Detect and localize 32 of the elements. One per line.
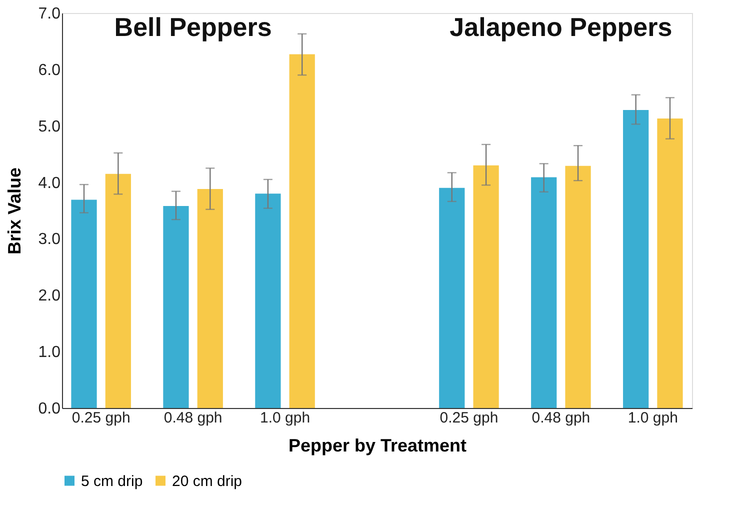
x-tick-label: 0.48 gph bbox=[164, 410, 222, 426]
y-axis-title: Brix Value bbox=[4, 167, 24, 255]
y-tick-label: 1.0 bbox=[38, 344, 61, 362]
bar bbox=[197, 189, 223, 408]
bar bbox=[657, 118, 683, 408]
y-tick-label: 6.0 bbox=[38, 62, 61, 79]
bar bbox=[623, 110, 649, 408]
bar bbox=[565, 166, 591, 408]
bar bbox=[105, 174, 131, 408]
x-tick-label: 0.25 gph bbox=[440, 410, 498, 426]
y-tick-label: 7.0 bbox=[38, 6, 61, 22]
legend-label: 20 cm drip bbox=[172, 472, 242, 490]
x-tick-label: 1.0 gph bbox=[260, 410, 310, 426]
bar bbox=[255, 194, 281, 408]
y-tick-label: 3.0 bbox=[38, 231, 61, 248]
x-tick-label: 0.25 gph bbox=[72, 410, 130, 426]
bar bbox=[289, 54, 315, 408]
bar bbox=[473, 165, 499, 408]
x-axis-title: Pepper by Treatment bbox=[288, 436, 467, 456]
y-tick-label: 2.0 bbox=[38, 288, 61, 305]
annotation: Bell Peppers bbox=[114, 12, 272, 42]
legend-label: 5 cm drip bbox=[81, 472, 143, 490]
x-tick-label: 0.48 gph bbox=[532, 410, 590, 426]
bar bbox=[163, 206, 189, 408]
y-tick-label: 4.0 bbox=[38, 174, 61, 192]
bar bbox=[531, 177, 557, 408]
x-tick-label: 1.0 gph bbox=[628, 410, 678, 426]
y-tick-label: 0.0 bbox=[38, 400, 61, 418]
annotation: Jalapeno Peppers bbox=[450, 12, 672, 42]
y-tick-label: 5.0 bbox=[38, 118, 61, 136]
bar bbox=[439, 188, 465, 408]
bar bbox=[71, 200, 97, 408]
